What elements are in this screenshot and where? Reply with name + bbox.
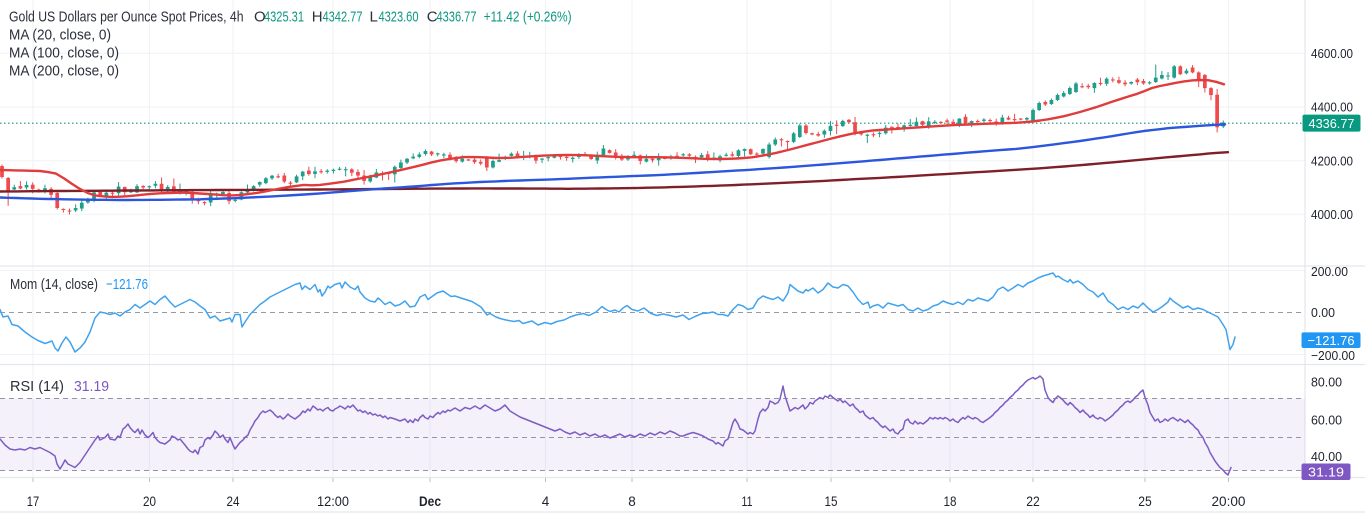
svg-text:22: 22 <box>1026 494 1040 509</box>
svg-text:12:00: 12:00 <box>317 494 349 509</box>
svg-text:L: L <box>370 8 378 25</box>
svg-text:−200.00: −200.00 <box>1311 348 1355 363</box>
svg-text:4323.60: 4323.60 <box>379 8 419 25</box>
svg-text:−121.76: −121.76 <box>1308 333 1355 348</box>
svg-text:15: 15 <box>825 494 838 509</box>
svg-text:H: H <box>312 8 323 25</box>
svg-text:C: C <box>427 8 438 25</box>
svg-text:60.00: 60.00 <box>1311 413 1342 428</box>
svg-text:4336.77: 4336.77 <box>437 8 477 25</box>
svg-text:RSI (14): RSI (14) <box>10 378 64 395</box>
svg-text:MA (100, close, 0): MA (100, close, 0) <box>9 45 119 61</box>
svg-text:Mom (14, close): Mom (14, close) <box>10 276 98 293</box>
svg-text:11: 11 <box>742 494 753 509</box>
svg-text:18: 18 <box>944 494 957 509</box>
svg-text:4000.00: 4000.00 <box>1311 207 1353 222</box>
svg-text:20: 20 <box>143 494 156 509</box>
svg-text:O: O <box>254 8 266 25</box>
svg-text:31.19: 31.19 <box>74 378 109 395</box>
svg-text:4200.00: 4200.00 <box>1311 153 1353 168</box>
svg-text:4: 4 <box>542 494 550 509</box>
svg-text:4336.77: 4336.77 <box>1309 116 1355 131</box>
svg-text:8: 8 <box>628 494 636 509</box>
svg-text:0.00: 0.00 <box>1311 305 1335 320</box>
svg-text:4400.00: 4400.00 <box>1311 100 1353 115</box>
svg-text:200.00: 200.00 <box>1311 264 1348 279</box>
svg-text:MA (20, close, 0): MA (20, close, 0) <box>9 27 111 43</box>
svg-text:Dec: Dec <box>419 494 441 509</box>
svg-text:80.00: 80.00 <box>1311 375 1342 390</box>
svg-text:24: 24 <box>227 494 240 509</box>
svg-text:4342.77: 4342.77 <box>323 8 363 25</box>
svg-text:4325.31: 4325.31 <box>264 8 304 25</box>
svg-text:40.00: 40.00 <box>1311 449 1342 464</box>
svg-text:20:00: 20:00 <box>1212 494 1246 509</box>
svg-text:4600.00: 4600.00 <box>1311 46 1353 61</box>
svg-text:25: 25 <box>1138 494 1152 509</box>
svg-text:Gold US Dollars per Ounce Spot: Gold US Dollars per Ounce Spot Prices, 4… <box>9 8 244 25</box>
svg-text:+11.42 (+0.26%): +11.42 (+0.26%) <box>484 8 572 25</box>
svg-text:MA (200, close, 0): MA (200, close, 0) <box>9 63 119 79</box>
svg-text:31.19: 31.19 <box>1308 464 1344 479</box>
svg-text:17: 17 <box>27 494 40 509</box>
svg-text:−121.76: −121.76 <box>106 276 148 293</box>
